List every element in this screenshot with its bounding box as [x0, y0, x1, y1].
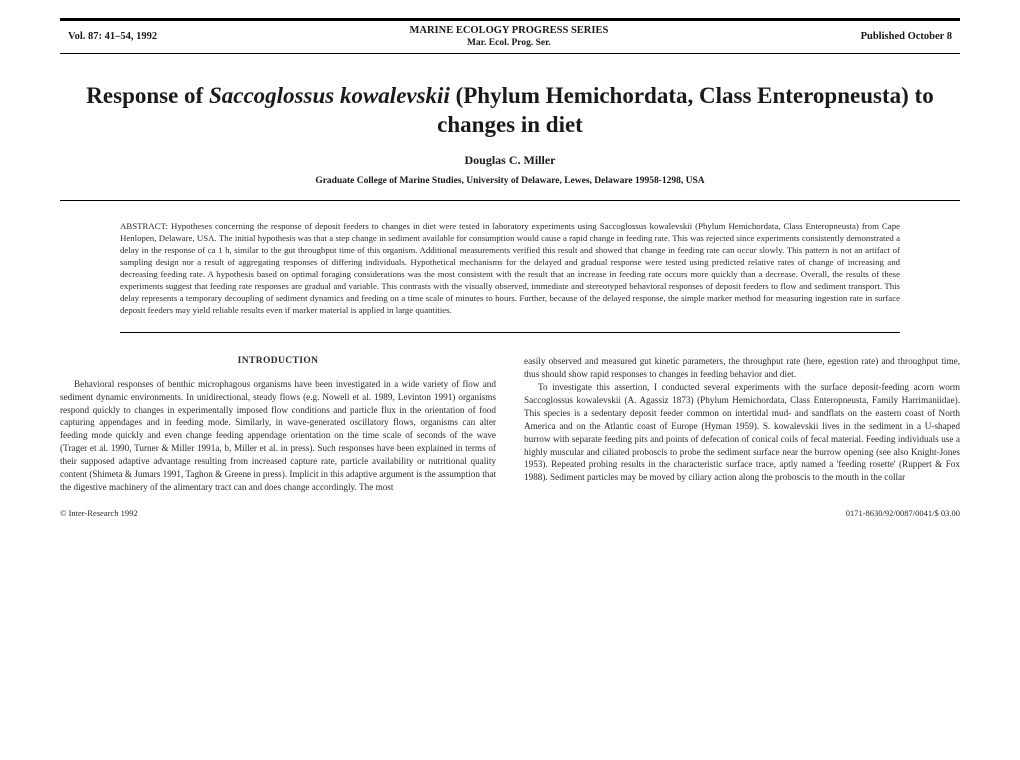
journal-abbrev: Mar. Ecol. Prog. Ser. [409, 38, 608, 49]
journal-name: MARINE ECOLOGY PROGRESS SERIES [409, 25, 608, 38]
title-post: (Phylum Hemichordata, Class Enteropneust… [437, 83, 934, 137]
abstract-text: Hypotheses concerning the response of de… [120, 221, 900, 314]
title-pre: Response of [86, 83, 209, 108]
left-column: INTRODUCTION Behavioral responses of ben… [60, 355, 496, 493]
author-name: Douglas C. Miller [60, 153, 960, 168]
issn-price: 0171-8630/92/0087/0041/$ 03.00 [846, 508, 960, 518]
abstract-block: ABSTRACT: Hypotheses concerning the resp… [120, 221, 900, 333]
right-column: easily observed and measured gut kinetic… [524, 355, 960, 493]
intro-paragraph-1: Behavioral responses of benthic micropha… [60, 378, 496, 494]
copyright-text: © Inter-Research 1992 [60, 508, 138, 518]
intro-heading: INTRODUCTION [60, 355, 496, 368]
header-pubdate: Published October 8 [861, 31, 952, 42]
header-journal: MARINE ECOLOGY PROGRESS SERIES Mar. Ecol… [409, 25, 608, 49]
intro-paragraph-2b: To investigate this assertion, I conduct… [524, 381, 960, 484]
article-title: Response of Saccoglossus kowalevskii (Ph… [80, 82, 940, 140]
header-volume: Vol. 87: 41–54, 1992 [68, 31, 157, 42]
journal-header: Vol. 87: 41–54, 1992 MARINE ECOLOGY PROG… [60, 18, 960, 54]
page-footer: © Inter-Research 1992 0171-8630/92/0087/… [60, 508, 960, 518]
author-affiliation: Graduate College of Marine Studies, Univ… [60, 176, 960, 201]
body-columns: INTRODUCTION Behavioral responses of ben… [60, 355, 960, 493]
intro-paragraph-2a: easily observed and measured gut kinetic… [524, 355, 960, 381]
abstract-label: ABSTRACT: [120, 221, 171, 231]
title-species: Saccoglossus kowalevskii [209, 83, 450, 108]
